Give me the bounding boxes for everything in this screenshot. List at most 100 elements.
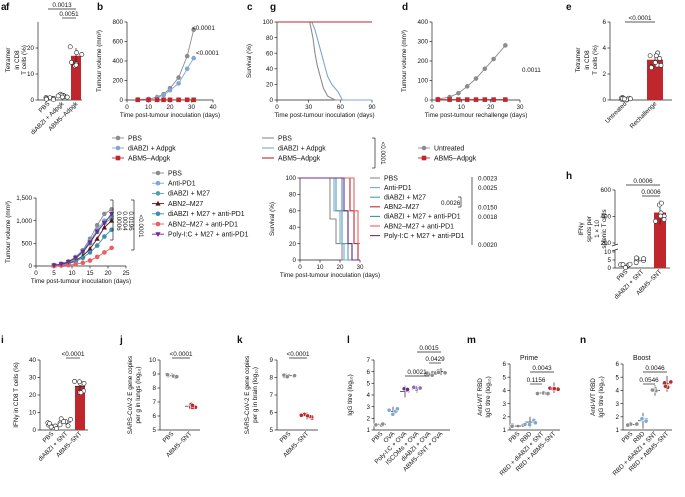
y-axis-label: IgG titre (log₁₀) [347,374,354,415]
data-point [66,262,71,268]
y-tick-label: 80 [289,192,297,199]
data-point [54,426,59,431]
y-tick-label: 4 [615,388,619,395]
y-tick-label: 3 [502,401,506,408]
y-tick-label: 6 [269,410,273,417]
legend-label: ABM5–Adpgk [128,155,171,162]
x-tick-label: 40 [209,104,217,111]
data-point [74,50,80,56]
y-tick-label: 400 [112,58,123,65]
y-tick-label: 3 [615,401,619,408]
data-point [87,258,93,263]
data-point [57,422,63,428]
panel-letter: a [1,2,7,13]
bar [654,212,666,268]
y-tick-label: 0 [607,265,611,272]
legend-label: PBS [168,170,182,177]
y-tick-label: 6 [152,413,156,420]
p-value: 0.0013 [52,2,72,9]
data-point [621,96,627,102]
panel-j: j 5 6 7 8 9 10 SARS-CoV-2 E gene copies per g in… [119,335,200,459]
y-tick-label: 9 [269,357,273,364]
p-value: <0.0001 [287,351,310,358]
y-tick-label: 400 [417,19,428,26]
p-value: 0.1156 [527,377,546,384]
x-tick-label: 20 [104,270,112,277]
y-tick-label: 8 [152,385,156,392]
data-point [80,249,86,255]
p-value: 0.0021 [407,369,427,376]
y-tick-label: 20 [289,241,297,248]
y-tick-label: 20 [29,392,37,399]
data-point [373,422,379,428]
panel-letter: d [402,2,408,13]
y-axis-label: Tetramer [575,48,582,73]
category-label: PBS [621,430,635,444]
x-tick-label: 10 [68,270,76,277]
y-tick-label: 9 [152,371,156,378]
y-tick-label: 10 [149,357,157,364]
x-tick-label: 60 [337,104,345,111]
legend-marker [115,135,121,141]
data-point [51,263,57,269]
y-axis-label: Tetramer [5,48,12,73]
x-tick-label: 30 [188,104,196,111]
legend-label: diABZI + Adpgk [128,145,176,152]
data-point [191,97,196,103]
y-tick-label: 300 [417,39,428,46]
y-axis-label: IgG titre (log₁₀) [598,376,605,417]
x-axis-label: Time post-tumour inoculation (days) [120,112,220,119]
data-point [658,62,664,68]
legend-label: Anti-PD1 [384,185,412,192]
data-point [628,96,633,102]
data-point [436,370,441,375]
y-axis-label: IFNγ in CD8 T cells (%) [13,362,20,428]
data-point [442,370,448,376]
series-line [277,21,372,101]
legend-marker [155,221,161,227]
y-tick-label: 6 [615,361,619,368]
panel-letter: m [467,335,476,346]
panel-letter: c [247,2,253,13]
data-point [94,229,100,235]
data-point [102,234,107,239]
legend-label: Poly-I:C + M27 + anti-PD1 [168,232,249,239]
p-value: <0.0001 [170,351,193,358]
data-point [154,97,160,103]
data-point [87,240,93,246]
data-point [176,97,181,103]
data-point [48,424,54,430]
data-point [509,423,515,429]
data-point [456,90,461,96]
data-point [78,390,84,395]
panel-b: b 0 200 400 600 800 0 10 20 30 40 Tumour volume (mm… [96,2,220,162]
p-value: 0.0011 [522,67,541,74]
y-tick-label: 5 [615,374,619,381]
data-point [146,97,151,103]
series-line [300,177,360,245]
p-value: 0.0051 [59,11,79,18]
data-point [81,380,87,386]
y-tick-label: 100 [417,78,428,85]
panel-d: d 0 100 200 300 400 0 10 20 30 Tumour volume (mm³)… [401,2,541,162]
series-line [300,177,360,261]
y-tick-label: 600 [600,187,611,194]
data-point [135,97,141,103]
data-point [464,97,470,102]
y-tick-label: 4 [602,45,606,52]
x-tick-label: 30 [305,104,313,111]
series-line [300,177,360,261]
p-value: 0.0006 [633,178,653,185]
y-tick-label: 0 [424,97,428,104]
bar [75,386,85,430]
y-tick-label: 1,500 [16,195,32,202]
y-tick-label: 40 [289,224,297,231]
data-point [464,84,470,89]
data-point [60,94,65,100]
p-value: 0.0026 [441,200,461,207]
y-tick-label: 8 [269,375,273,382]
data-point [641,256,647,262]
legend-marker [115,145,121,151]
